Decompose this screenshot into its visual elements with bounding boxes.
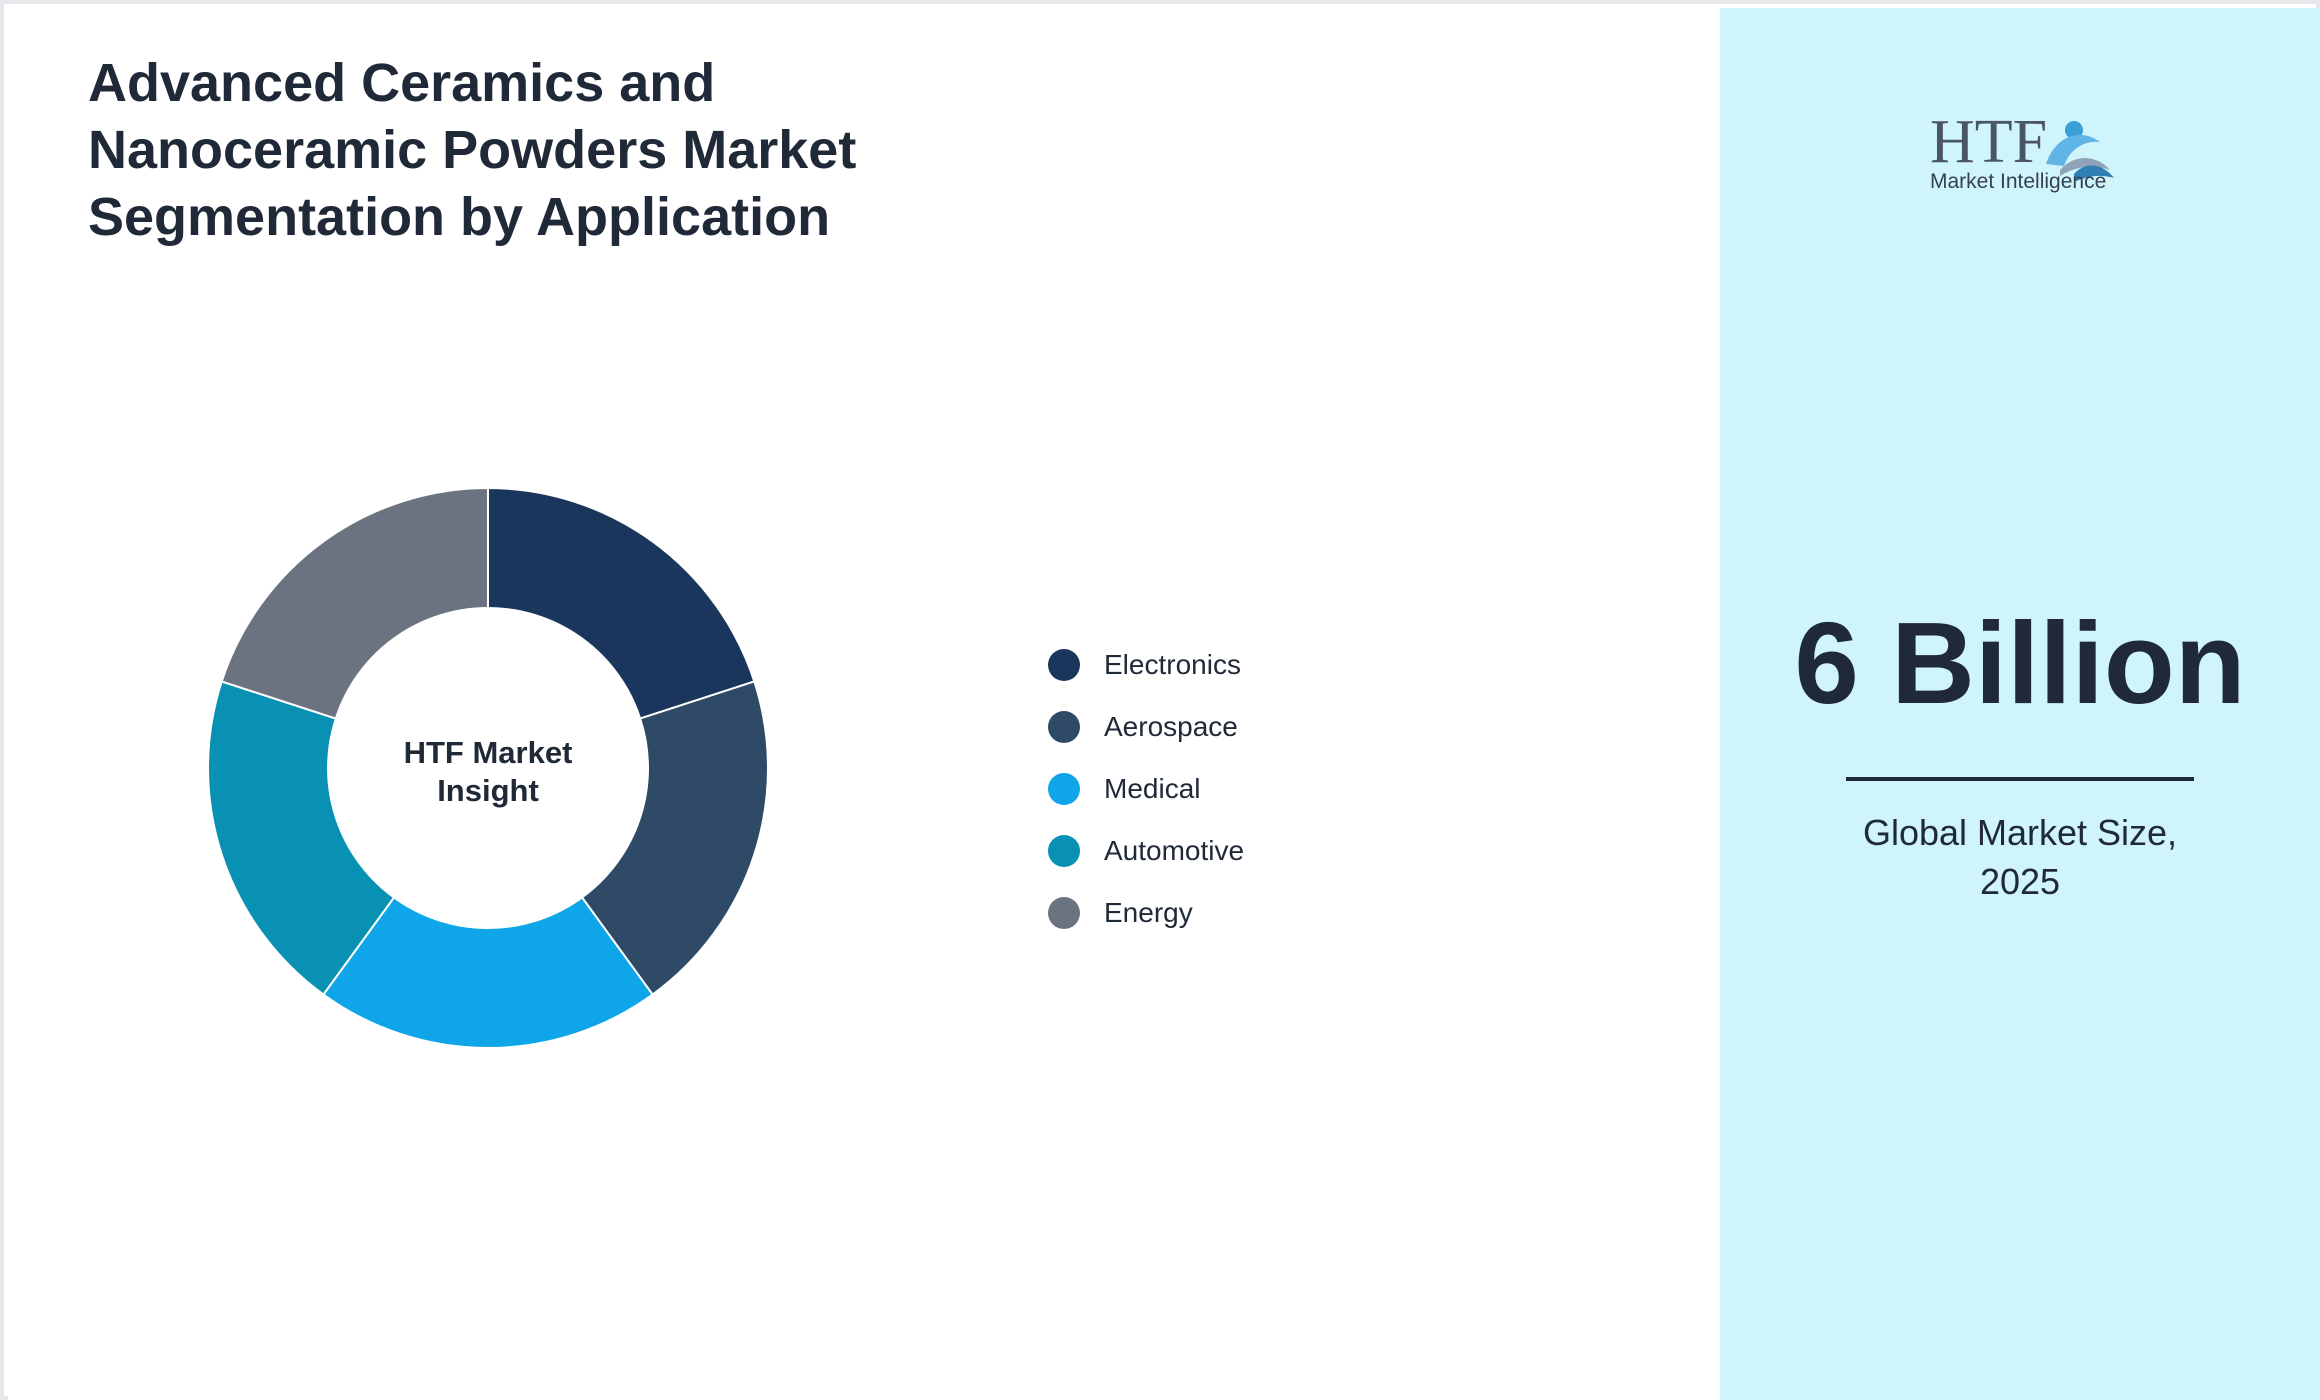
market-size-value: 6 Billion bbox=[1794, 598, 2246, 728]
legend-swatch bbox=[1048, 897, 1080, 929]
legend-label: Automotive bbox=[1104, 835, 1245, 866]
legend-swatch bbox=[1048, 649, 1080, 681]
donut-chart: HTF Market Insight bbox=[207, 486, 769, 1050]
donut-slice-automotive[interactable] bbox=[207, 680, 396, 996]
legend-label: Electronics bbox=[1104, 649, 1241, 680]
legend-item-aerospace[interactable]: Aerospace bbox=[1048, 696, 1244, 758]
htf-logo: HTF Market Intelligence bbox=[1930, 108, 2114, 193]
chart-legend: Electronics Aerospace Medical Automotive Ene… bbox=[1048, 634, 1244, 944]
legend-item-electronics[interactable]: Electronics bbox=[1048, 634, 1244, 696]
center-label-line-2: Insight bbox=[437, 773, 539, 808]
chart-panel: Advanced Ceramics and Nanoceramic Powder… bbox=[8, 8, 1720, 1400]
summary-panel: HTF Market Intelligence 6 Billion Global… bbox=[1720, 8, 2320, 1400]
legend-item-medical[interactable]: Medical bbox=[1048, 758, 1244, 820]
legend-label: Medical bbox=[1104, 773, 1201, 804]
market-size-caption: Global Market Size, 2025 bbox=[1862, 812, 2178, 902]
donut-slices bbox=[207, 486, 769, 1050]
divider bbox=[1846, 777, 2194, 781]
legend-label: Energy bbox=[1104, 897, 1193, 928]
legend-item-energy[interactable]: Energy bbox=[1048, 882, 1244, 944]
legend-swatch bbox=[1048, 711, 1080, 743]
logo-tagline: Market Intelligence bbox=[1930, 170, 2106, 193]
page-title: Advanced Ceramics and Nanoceramic Powder… bbox=[88, 53, 857, 247]
legend-swatch bbox=[1048, 773, 1080, 805]
donut-slice-medical[interactable] bbox=[322, 896, 654, 1050]
legend-label: Aerospace bbox=[1104, 711, 1238, 742]
donut-slice-electronics[interactable] bbox=[487, 486, 756, 720]
legend-swatch bbox=[1048, 835, 1080, 867]
center-label-line-1: HTF Market bbox=[404, 735, 573, 770]
donut-slice-energy[interactable] bbox=[220, 486, 489, 720]
donut-slice-aerospace[interactable] bbox=[580, 680, 769, 996]
legend-item-automotive[interactable]: Automotive bbox=[1048, 820, 1244, 882]
svg-text:HTF: HTF bbox=[1930, 108, 2047, 176]
